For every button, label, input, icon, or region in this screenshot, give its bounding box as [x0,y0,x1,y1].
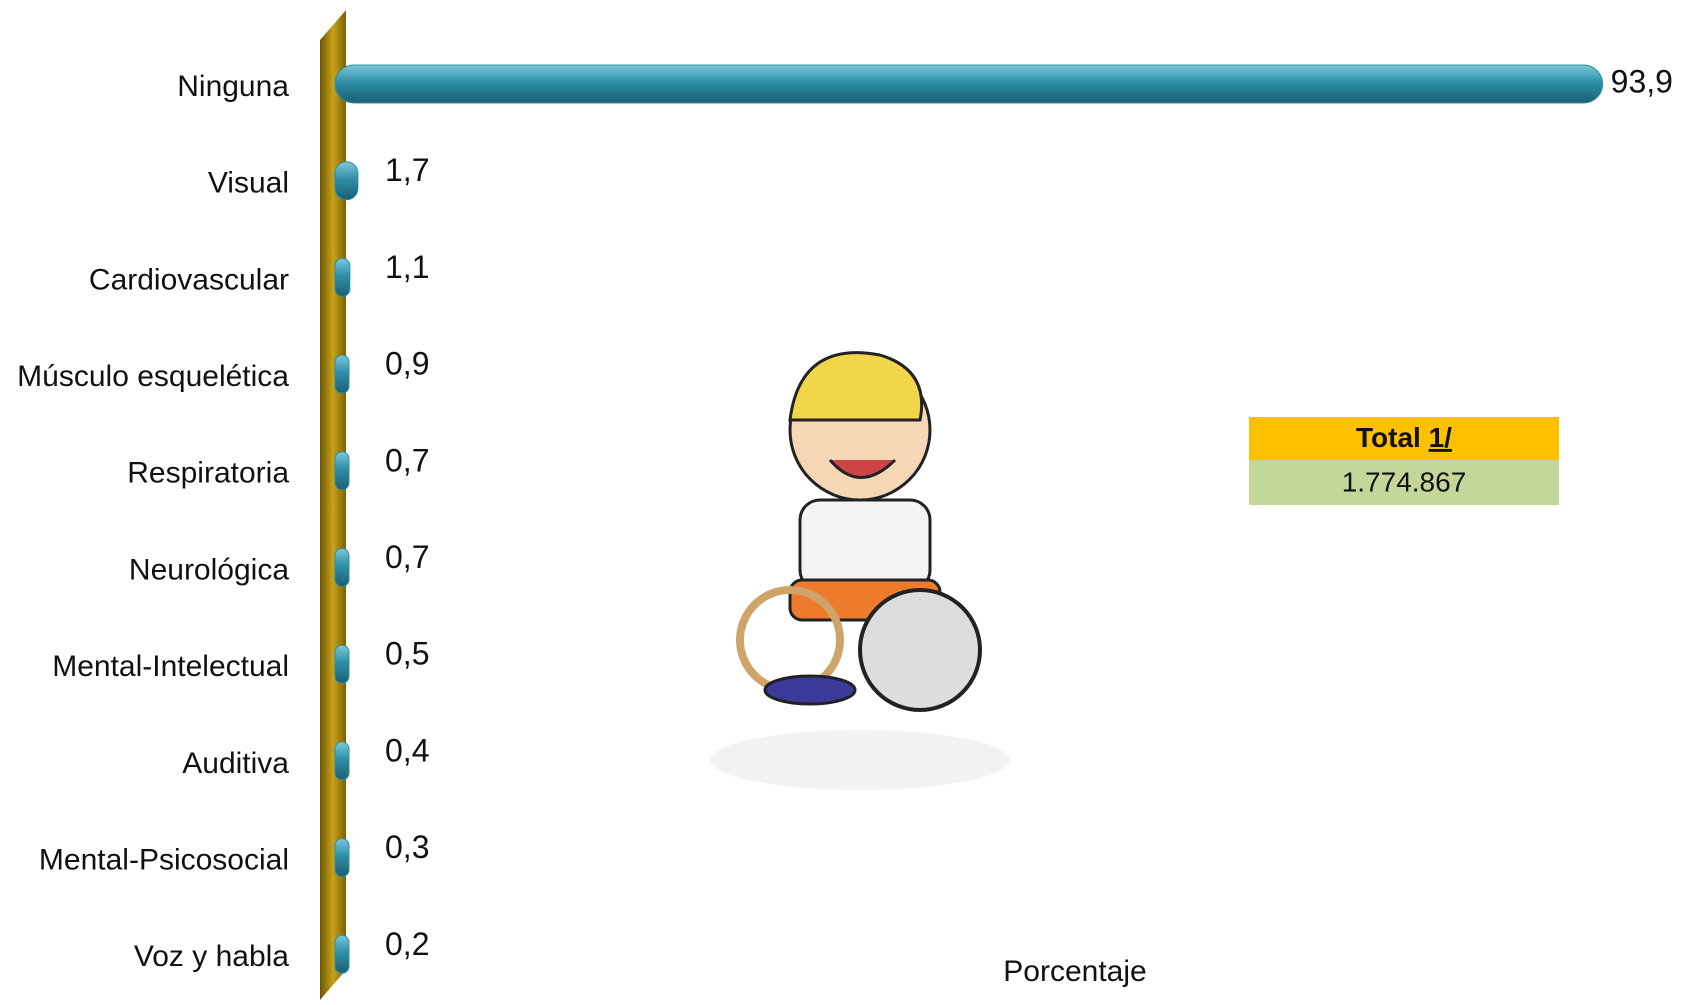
y-tick-label: Ninguna [177,70,289,103]
value-label: 0,7 [385,539,429,575]
bar [335,742,349,780]
value-label: 0,4 [385,732,429,768]
y-tick-label: Visual [208,167,289,200]
y-tick-label: Cardiovascular [89,263,289,296]
value-label: 0,9 [385,346,429,382]
y-tick-label: Mental-Psicosocial [39,844,289,877]
bar [335,839,349,877]
bar [335,549,349,587]
value-label: 1,7 [385,152,429,188]
value-label: 0,2 [385,926,429,962]
y-tick-label: Neurológica [129,553,289,586]
value-label: 0,5 [385,636,429,672]
y-tick-label: Respiratoria [127,457,289,490]
bar [335,65,1603,103]
total-header: Total 1/ [1356,422,1452,453]
bar [335,935,349,973]
chart: Porcentaje Total 1/ 1.774.867 Ninguna 93,… [0,0,1686,1000]
bar [335,645,349,683]
total-note: 1/ [1429,422,1453,453]
y-tick-label: Auditiva [182,747,289,780]
total-box: Total 1/ 1.774.867 [1249,417,1559,505]
page: {"chart_data": {"type": "bar", "orientat… [0,0,1686,1000]
bar [335,162,358,200]
y-tick-label: Músculo esquelética [17,360,289,393]
illustration [710,353,1010,790]
total-value: 1.774.867 [1342,466,1467,497]
y-tick-label: Voz y habla [134,940,289,973]
value-label: 1,1 [385,249,429,285]
bar [335,258,350,296]
bar [335,355,349,393]
total-label: Total [1356,422,1421,453]
bar [335,452,349,490]
value-label: 0,3 [385,829,429,865]
x-axis-label: Porcentaje [1003,955,1146,988]
value-label: 0,7 [385,442,429,478]
value-label: 93,9 [1611,63,1673,99]
y-tick-label: Mental-Intelectual [52,650,289,683]
